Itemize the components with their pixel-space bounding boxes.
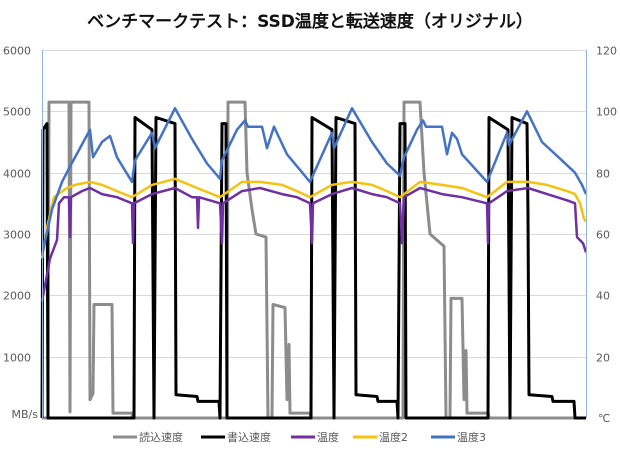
y2-axis-label: ℃ (598, 412, 610, 425)
y2-tick-label: 40 (596, 290, 610, 303)
y-axis-label: MB/s (12, 408, 39, 421)
axis-ticks: 1000 2000 3000 4000 5000 6000 20 40 60 80 100 120 (3, 45, 617, 365)
series-line-4 (40, 177, 588, 259)
y-tick-label: 3000 (3, 229, 31, 242)
y2-tick-label: 120 (596, 45, 617, 58)
y-tick-label: 4000 (3, 168, 31, 181)
legend: 読込速度 書込速度 温度 温度2 温度3 (113, 430, 486, 444)
series-line-2 (40, 116, 586, 420)
y-tick-label: 6000 (3, 45, 31, 58)
y-tick-label: 2000 (3, 290, 31, 303)
legend-label: 書込速度 (227, 430, 271, 444)
y-tick-label: 1000 (3, 352, 31, 365)
series-lines (40, 100, 588, 420)
series-line-1 (42, 100, 586, 420)
y-tick-label: 5000 (3, 106, 31, 119)
y2-tick-label: 80 (596, 168, 610, 181)
legend-label: 温度3 (457, 430, 486, 444)
legend-label: 温度2 (379, 430, 408, 444)
legend-label: 読込速度 (139, 430, 183, 444)
y2-tick-label: 60 (596, 229, 610, 242)
y2-tick-label: 20 (596, 352, 610, 365)
legend-label: 温度 (317, 430, 339, 444)
series-line-5 (40, 107, 588, 256)
chart-title: ベンチマークテスト：SSD温度と転送速度（オリジナル） (87, 11, 533, 32)
y2-tick-label: 100 (596, 106, 617, 119)
series-line-3 (40, 186, 588, 302)
